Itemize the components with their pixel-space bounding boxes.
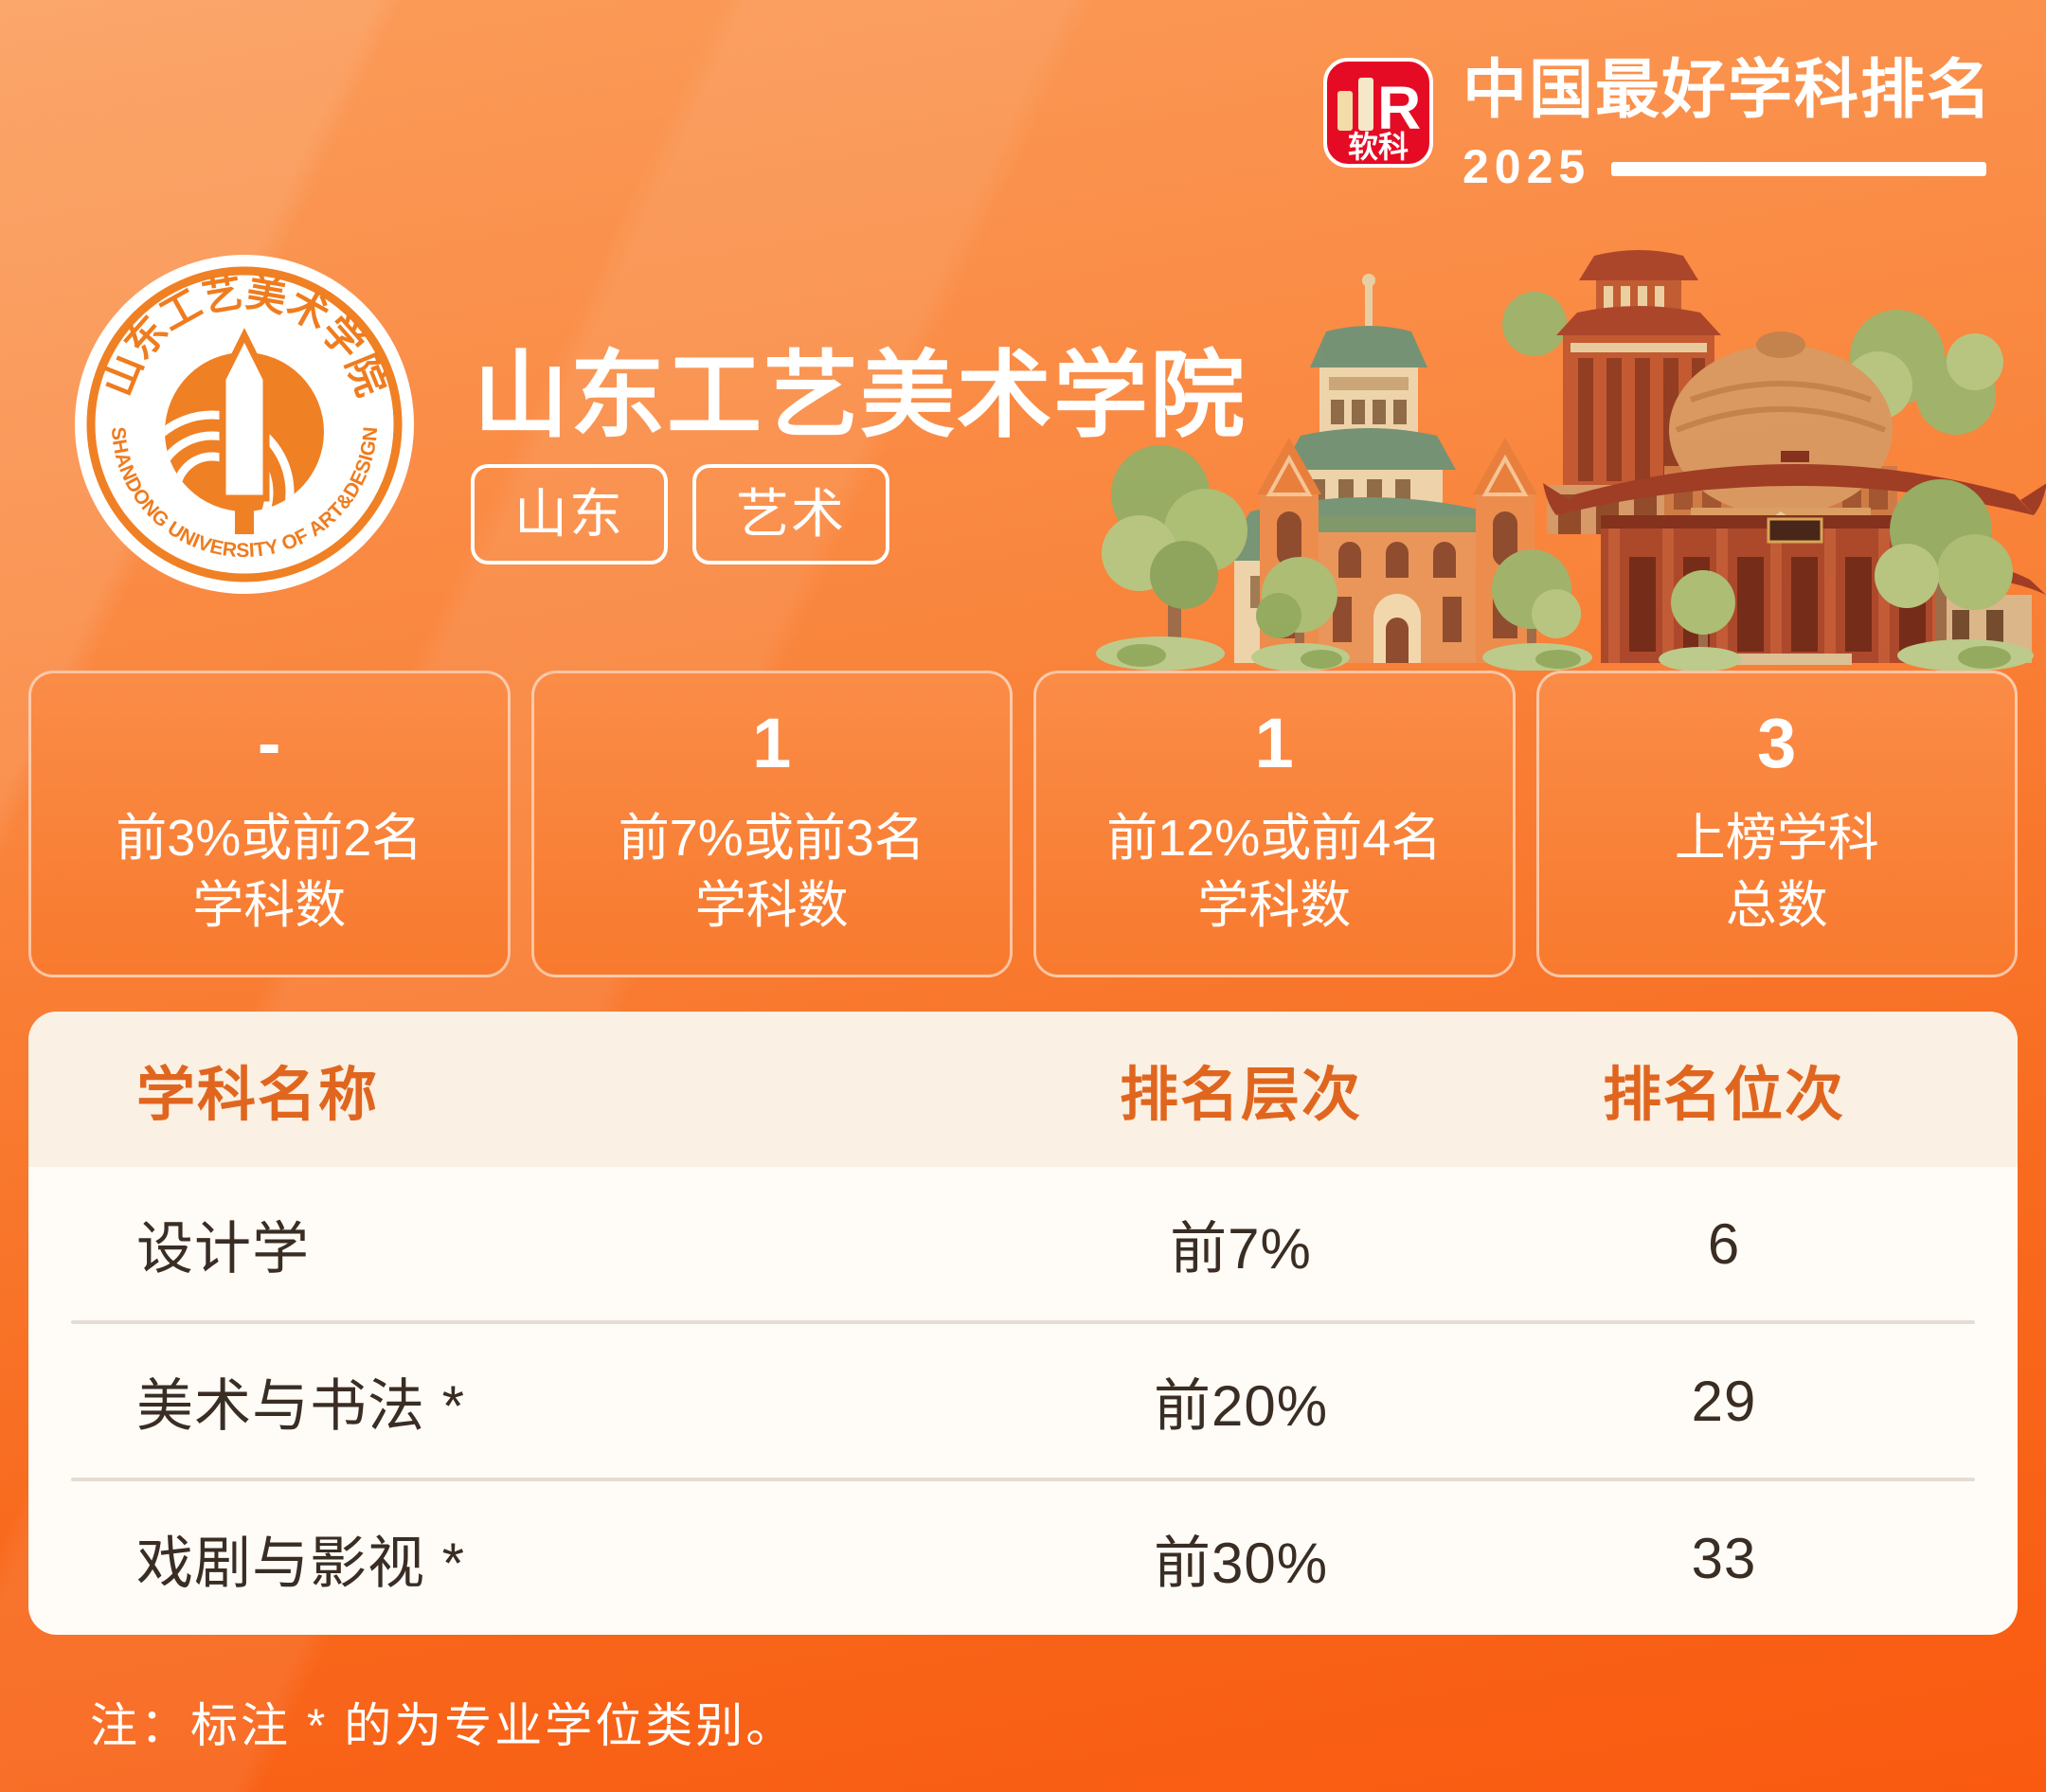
stat-value: - bbox=[257, 703, 281, 782]
stat-card-total: 3 上榜学科 总数 bbox=[1535, 671, 2018, 977]
brand-text: 中国最好学科排名 2025 bbox=[1463, 54, 1994, 194]
tag-province: 山东 bbox=[471, 464, 668, 565]
stat-value: 1 bbox=[1254, 703, 1294, 782]
subject-name: 设计学 bbox=[136, 1216, 310, 1281]
stat-desc-line1: 前7%或前3名 bbox=[618, 809, 925, 867]
table-header-row: 学科名称 排名层次 排名位次 bbox=[28, 1012, 2018, 1167]
brand-header: R 软科 中国最好学科排名 2025 bbox=[1322, 54, 1994, 194]
stat-value: 1 bbox=[752, 703, 792, 782]
shanghairanking-logo-icon: R 软科 bbox=[1323, 58, 1433, 168]
subject-rank: 29 bbox=[1691, 1369, 1757, 1433]
subject-tier: 前7% bbox=[1170, 1216, 1312, 1281]
ranking-year: 2025 bbox=[1463, 140, 1591, 194]
stat-desc-line1: 前12%或前4名 bbox=[1106, 809, 1443, 867]
subject-table: 学科名称 排名层次 排名位次 设计学 前7% 6 美术与书法 * 前20% 29… bbox=[28, 1012, 2018, 1635]
stat-desc-line2: 学科数 bbox=[1197, 877, 1352, 934]
university-tags: 山东 艺术 bbox=[471, 464, 889, 565]
stat-desc-line2: 总数 bbox=[1725, 877, 1828, 934]
title-underline bbox=[1611, 161, 1987, 176]
subject-rank: 33 bbox=[1691, 1526, 1757, 1590]
stat-description: 前3%或前2名 学科数 bbox=[116, 805, 422, 941]
tag-category: 艺术 bbox=[692, 464, 889, 565]
subject-tier: 前30% bbox=[1153, 1531, 1329, 1595]
university-name: 山东工艺美术学院 bbox=[474, 343, 1247, 449]
subject-tier: 前20% bbox=[1153, 1373, 1329, 1438]
bushes bbox=[1096, 636, 2034, 671]
row-divider bbox=[71, 1320, 1975, 1324]
subject-rank: 6 bbox=[1707, 1211, 1741, 1276]
left-tree bbox=[1102, 445, 1247, 659]
stat-description: 上榜学科 总数 bbox=[1675, 805, 1879, 941]
stats-row: - 前3%或前2名 学科数 1 前7%或前3名 学科数 1 前12%或前4名 学… bbox=[28, 671, 2018, 977]
stat-desc-line1: 上榜学科 bbox=[1674, 809, 1879, 867]
stat-card-top3pct: - 前3%或前2名 学科数 bbox=[28, 671, 511, 977]
header-subject: 学科名称 bbox=[136, 1063, 380, 1128]
stat-description: 前12%或前4名 学科数 bbox=[1106, 805, 1442, 941]
bar-chart-icon bbox=[1337, 91, 1353, 131]
stat-desc-line2: 学科数 bbox=[694, 877, 849, 934]
stat-card-top7pct: 1 前7%或前3名 学科数 bbox=[530, 671, 1013, 977]
stat-description: 前7%或前3名 学科数 bbox=[619, 805, 925, 941]
row-divider bbox=[71, 1478, 1975, 1481]
table-row: 美术与书法 * 前20% 29 bbox=[28, 1324, 2018, 1478]
stat-desc-line2: 学科数 bbox=[192, 877, 347, 934]
stat-value: 3 bbox=[1757, 703, 1797, 782]
campus-illustration bbox=[1096, 250, 2046, 671]
ranking-title: 中国最好学科排名 bbox=[1463, 54, 1994, 126]
stat-desc-line1: 前3%或前2名 bbox=[116, 809, 423, 867]
logo-brand-name: 软科 bbox=[1348, 130, 1409, 164]
header-rank: 排名位次 bbox=[1602, 1063, 1845, 1128]
table-row: 设计学 前7% 6 bbox=[28, 1167, 2018, 1320]
subject-name: 戏剧与影视 * bbox=[136, 1531, 466, 1595]
logo-r-letter: R bbox=[1377, 74, 1421, 142]
header-tier: 排名层次 bbox=[1119, 1063, 1362, 1128]
table-row: 戏剧与影视 * 前30% 33 bbox=[28, 1481, 2018, 1635]
seal-emblem bbox=[165, 328, 324, 534]
ranking-year-row: 2025 bbox=[1463, 139, 1993, 194]
subject-name: 美术与书法 * bbox=[136, 1373, 466, 1438]
university-seal: 山东工艺美术学院 SHANDONG UNIVERSITY OF ART&DESI… bbox=[75, 255, 414, 594]
footnote: 注：标注 * 的为专业学位类别。 bbox=[90, 1699, 797, 1752]
stat-card-top12pct: 1 前12%或前4名 学科数 bbox=[1033, 671, 1516, 977]
front-trees bbox=[1256, 479, 2013, 661]
